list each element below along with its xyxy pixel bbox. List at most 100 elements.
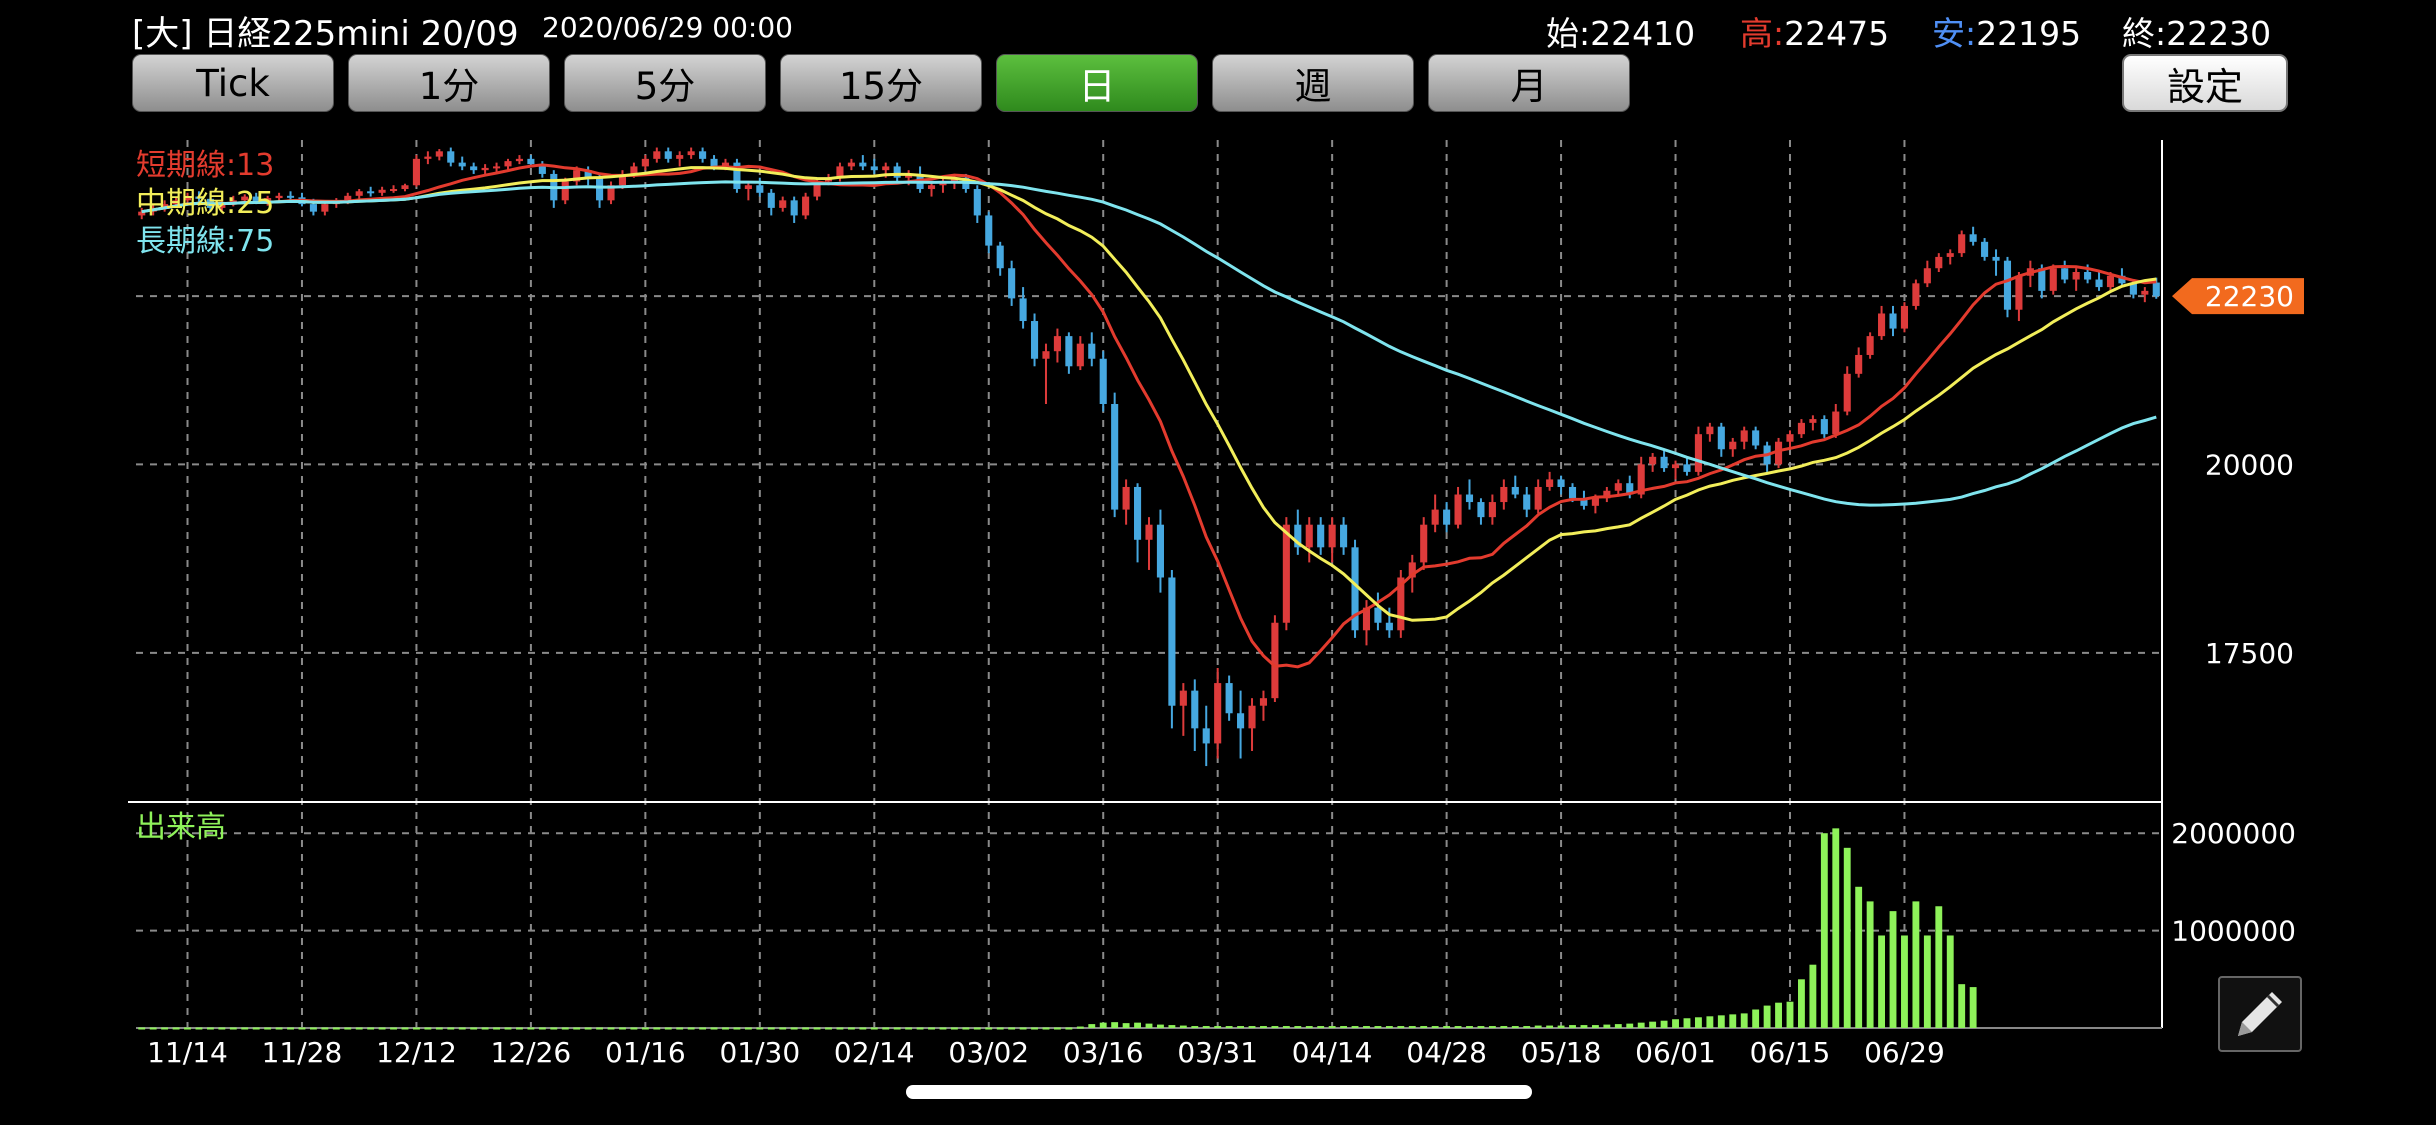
volume-bar — [584, 1027, 592, 1030]
tab-tick[interactable]: Tick — [132, 54, 334, 112]
candle — [973, 185, 981, 223]
volume-bar — [390, 1027, 397, 1030]
home-indicator — [906, 1085, 1532, 1099]
volume-bar — [1603, 1024, 1611, 1028]
volume-bar — [1786, 1001, 1794, 1028]
candle-body — [1408, 562, 1416, 578]
candle — [870, 158, 878, 174]
candle — [1225, 675, 1233, 721]
candle — [1694, 426, 1702, 476]
candle-body — [1225, 683, 1233, 714]
tab-weekly[interactable]: 週 — [1212, 54, 1414, 112]
candle-body — [2084, 272, 2092, 280]
candle-body — [813, 181, 821, 197]
candle-body — [367, 191, 375, 194]
volume-bar — [1237, 1026, 1245, 1029]
candle-body — [1683, 464, 1691, 472]
candle — [161, 200, 169, 212]
volume-bar — [767, 1027, 775, 1030]
tab-monthly[interactable]: 月 — [1428, 54, 1630, 112]
candle-body — [1557, 479, 1565, 487]
candle-body — [607, 185, 615, 201]
volume-bar — [756, 1027, 764, 1030]
candle — [1111, 392, 1119, 518]
volume-bar — [630, 1027, 638, 1030]
candle-body — [847, 162, 855, 167]
volume-tick-label: 1000000 — [2171, 915, 2296, 948]
candle-body — [699, 151, 707, 159]
candle — [1202, 705, 1210, 767]
candle — [1557, 475, 1565, 495]
candle — [401, 183, 409, 192]
volume-bar — [344, 1027, 352, 1030]
volume-bar — [813, 1027, 821, 1030]
candle-body — [1614, 483, 1622, 491]
candle-body — [1420, 524, 1428, 563]
candle-body — [1637, 464, 1645, 495]
candle-body — [172, 200, 180, 205]
candle-body — [1156, 524, 1164, 578]
date-tick-label: 05/18 — [1521, 1036, 1602, 1069]
volume-bar — [1878, 935, 1885, 1028]
candle-body — [401, 185, 409, 190]
volume-bar — [1523, 1026, 1531, 1029]
candle — [744, 181, 752, 201]
candle — [1053, 328, 1061, 363]
candle — [1500, 479, 1508, 510]
date-tick-label: 03/16 — [1063, 1036, 1144, 1069]
candle — [412, 155, 420, 187]
candle-body — [893, 166, 901, 178]
tab-daily[interactable]: 日 — [996, 54, 1198, 112]
candle-body — [664, 151, 672, 159]
candle — [607, 181, 615, 205]
volume-bar — [676, 1027, 684, 1030]
volume-bar — [161, 1027, 169, 1030]
candle-body — [710, 158, 718, 167]
candle — [1248, 698, 1256, 751]
candle — [1603, 486, 1611, 503]
volume-bar — [950, 1027, 958, 1030]
candle — [893, 162, 901, 182]
volume-bar — [1557, 1025, 1565, 1028]
candle — [1809, 415, 1817, 431]
candle-body — [2141, 290, 2149, 295]
low-label: 安: — [1932, 14, 1977, 53]
drawing-tool-button[interactable] — [2218, 976, 2302, 1052]
volume-bar — [1912, 901, 1920, 1028]
volume-bar — [939, 1027, 947, 1030]
candle-body — [1889, 313, 1897, 329]
candle — [378, 186, 386, 196]
candle — [1706, 422, 1714, 442]
candle-body — [138, 211, 146, 216]
candle — [1649, 453, 1657, 472]
candle — [802, 192, 810, 220]
candle-body — [1076, 343, 1084, 367]
candle-body — [1340, 524, 1348, 548]
settings-button[interactable]: 設定 — [2122, 54, 2288, 112]
tab-5min[interactable]: 5分 — [564, 54, 766, 112]
volume-bar — [664, 1027, 672, 1030]
volume-bar — [1363, 1026, 1370, 1029]
tab-15min[interactable]: 15分 — [780, 54, 982, 112]
candle-body — [1248, 705, 1256, 729]
candle — [286, 191, 295, 201]
candle — [1134, 483, 1142, 563]
candle-body — [1454, 494, 1462, 525]
volume-bar — [1935, 906, 1943, 1028]
volume-bar — [1832, 828, 1840, 1028]
volume-bar — [573, 1027, 581, 1030]
candle-body — [527, 158, 535, 165]
volume-bar — [1168, 1025, 1176, 1028]
candle-body — [161, 204, 169, 208]
candle — [1546, 471, 1554, 491]
tab-1min[interactable]: 1分 — [348, 54, 550, 112]
candle — [1946, 249, 1954, 265]
volume-bar — [1923, 935, 1931, 1028]
candle — [1443, 502, 1451, 533]
candle-body — [1832, 411, 1840, 435]
candle — [2072, 268, 2080, 291]
candle — [1820, 415, 1828, 438]
candle — [195, 191, 203, 202]
volume-bar — [893, 1027, 901, 1030]
